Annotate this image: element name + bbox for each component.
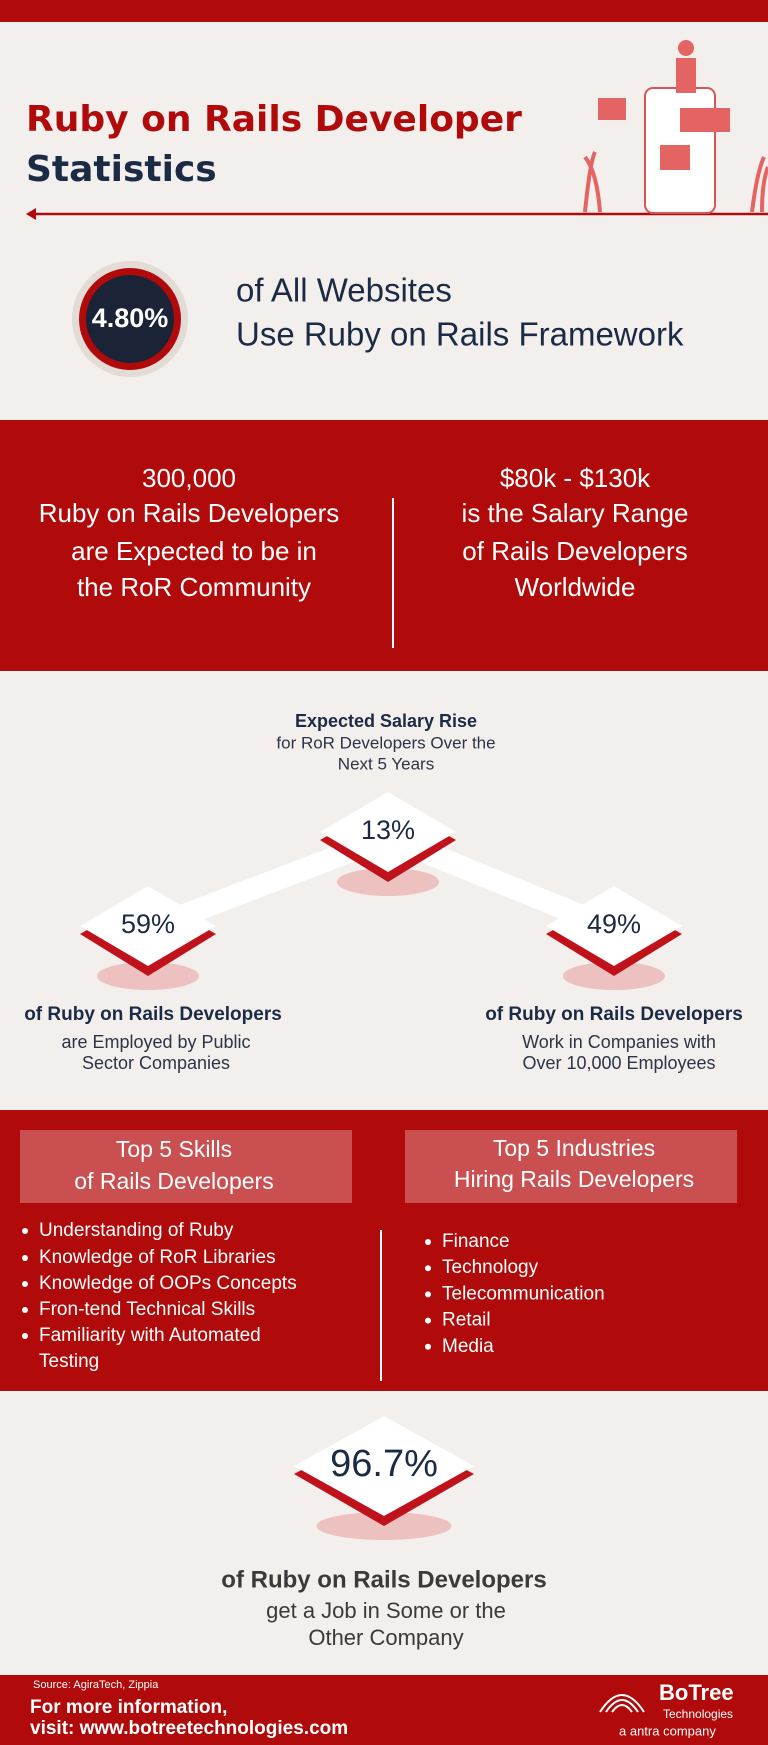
stat-value: 59% [121, 909, 175, 939]
section-heading: of Ruby on Rails Developers [221, 1566, 546, 1593]
stat-text: are Expected to be in [71, 536, 317, 566]
bullet [22, 1307, 28, 1313]
logo-sub: Technologies [663, 1707, 733, 1721]
title: Statistics [26, 149, 217, 190]
list-item: Technology [442, 1257, 539, 1278]
illustration [583, 40, 768, 214]
top-bar [0, 0, 768, 22]
box [405, 1130, 737, 1203]
list-item: Testing [39, 1351, 99, 1372]
bullet [425, 1291, 431, 1298]
badge [86, 275, 174, 363]
section-text: Over 10,000 Employees [522, 1053, 715, 1073]
stat-value: 49% [587, 909, 641, 939]
section-heading: of Ruby on Rails Developers [24, 1004, 282, 1025]
bullet [22, 1228, 28, 1234]
stat-text: is the Salary Range [462, 498, 689, 528]
footer-text: For more information, [30, 1697, 227, 1718]
bullet [22, 1255, 28, 1261]
box-title: Top 5 Industries [493, 1135, 655, 1161]
bullet [22, 1333, 28, 1339]
stat-text: Ruby on Rails Developers [39, 498, 340, 528]
stat-text: Worldwide [515, 572, 636, 602]
stat-value: $80k - $130k [500, 463, 651, 493]
section-text: Other Company [308, 1625, 463, 1650]
stat-text: of Rails Developers [462, 536, 687, 566]
bullet [22, 1281, 28, 1287]
stat-value: 13% [361, 815, 415, 845]
stat-text: Use Ruby on Rails Framework [236, 316, 684, 353]
list-item: Retail [442, 1310, 491, 1331]
diamond [294, 1416, 474, 1516]
stat-value: 4.80% [92, 303, 169, 333]
footer-link[interactable]: visit: www.botreetechnologies.com [30, 1718, 348, 1739]
list-item: Telecommunication [442, 1283, 605, 1304]
arrow-head [26, 208, 36, 220]
logo-mark [599, 1694, 645, 1713]
section-text: are Employed by Public [61, 1032, 250, 1052]
diamond [80, 886, 216, 966]
diamond [546, 886, 682, 966]
logo-name: BoTree [659, 1680, 734, 1705]
section-heading: of Ruby on Rails Developers [485, 1004, 743, 1025]
bullet [425, 1265, 431, 1272]
section-heading: Expected Salary Rise [295, 711, 477, 731]
box-title: of Rails Developers [74, 1168, 273, 1194]
title: Ruby on Rails Developer [26, 99, 522, 140]
logo-tag: a antra company [619, 1723, 716, 1738]
list-item: Familiarity with Automated [39, 1325, 261, 1346]
list-item: Knowledge of OOPs Concepts [39, 1273, 297, 1294]
list-item: Knowledge of RoR Libraries [39, 1247, 276, 1268]
section-text: Work in Companies with [522, 1032, 716, 1052]
stat-value: 300,000 [142, 463, 236, 493]
section-text: Sector Companies [82, 1053, 230, 1073]
box [20, 1130, 352, 1203]
box-title: Top 5 Skills [116, 1136, 232, 1162]
section-text: get a Job in Some or the [266, 1598, 506, 1623]
bullet [425, 1239, 431, 1245]
red-band [0, 420, 768, 671]
bullet [425, 1317, 431, 1324]
list-item: Fron-tend Technical Skills [39, 1299, 255, 1320]
list-item: Understanding of Ruby [39, 1220, 234, 1241]
list-item: Media [442, 1336, 494, 1357]
list-item: Finance [442, 1231, 510, 1252]
stat-text: of All Websites [236, 272, 452, 309]
footer-band [0, 1675, 768, 1745]
section-text: Next 5 Years [338, 754, 434, 773]
stat-text: the RoR Community [77, 572, 311, 602]
diamond [320, 792, 456, 872]
box-title: Hiring Rails Developers [454, 1166, 694, 1192]
source: Source: AgiraTech, Zippia [33, 1679, 159, 1691]
stat-value: 96.7% [330, 1443, 438, 1485]
bullet [425, 1343, 431, 1350]
section-text: for RoR Developers Over the [276, 733, 495, 752]
